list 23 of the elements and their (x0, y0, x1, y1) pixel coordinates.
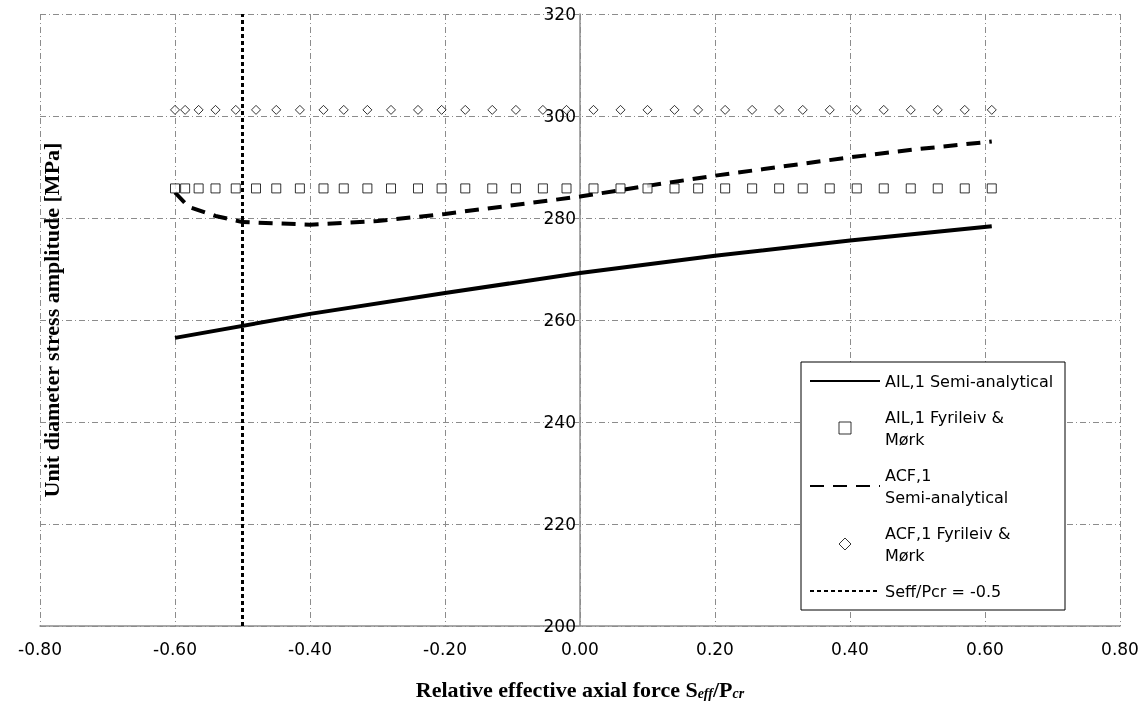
x-tick-label: -0.40 (288, 638, 332, 659)
legend-label: Seff/Pcr = -0.5 (885, 581, 1002, 601)
x-tick-label: 0.40 (831, 638, 869, 659)
y-tick-label: 200 (543, 616, 576, 636)
legend-label: AIL,1 Semi-analytical (885, 371, 1054, 391)
legend-label: ACF,1 Semi-analytical (885, 465, 1009, 507)
x-tick-label: 0.60 (966, 638, 1004, 659)
y-axis-title: Unit diameter stress amplitude [MPa] (38, 142, 64, 498)
y-tick-label: 260 (543, 310, 576, 330)
y-tick-label: 220 (543, 514, 576, 534)
x-tick-label: 0.20 (696, 638, 734, 659)
y-tick-label: 320 (543, 4, 576, 24)
y-tick-label: 280 (543, 208, 576, 228)
x-tick-label: 0.00 (561, 638, 599, 659)
x-tick-label: 0.80 (1101, 638, 1139, 659)
x-tick-label: -0.20 (423, 638, 467, 659)
legend-label: ACF,1 Fyrileiv & Mørk (885, 523, 1016, 565)
x-tick-label: -0.80 (18, 638, 62, 659)
y-tick-label: 300 (543, 106, 576, 126)
x-axis-title: Relative effective axial force Seff/Pcr (415, 676, 745, 702)
legend-label: AIL,1 Fyrileiv & Mørk (885, 407, 1010, 449)
y-tick-label: 240 (543, 412, 576, 432)
x-tick-label: -0.60 (153, 638, 197, 659)
